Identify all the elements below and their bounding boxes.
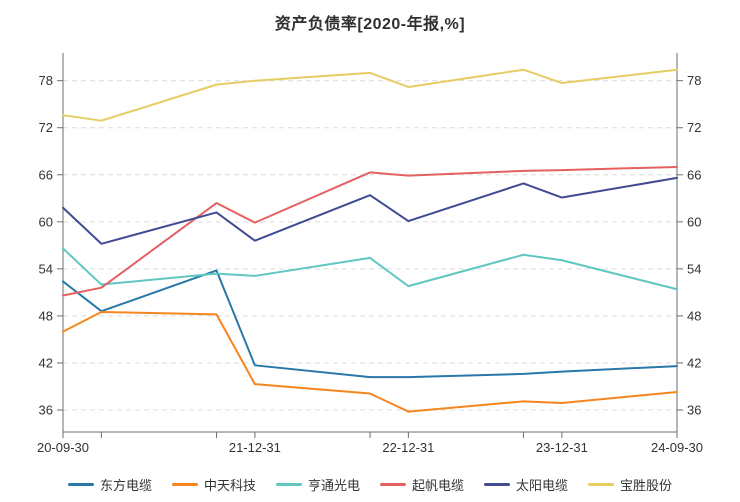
y-tick-label-left: 78	[39, 73, 53, 88]
y-tick-label-left: 48	[39, 308, 53, 323]
y-tick-label-right: 36	[687, 403, 701, 418]
legend-label: 东方电缆	[99, 478, 152, 493]
chart-legend: 东方电缆 中天科技 亨通光电 起帆电缆 太阳电缆 宝胜股份	[0, 475, 740, 494]
legend-swatch-icon	[484, 483, 511, 486]
series-lines	[62, 68, 678, 413]
legend-swatch-icon	[588, 483, 615, 486]
y-tick-label-right: 78	[687, 73, 701, 88]
x-tick-label: 21-12-31	[229, 440, 281, 455]
chart-title: 资产负债率[2020-年报,%]	[274, 16, 466, 33]
legend-item-东方电缆[interactable]: 东方电缆	[67, 475, 152, 494]
y-tick-label-left: 54	[39, 261, 53, 276]
legend-label: 中天科技	[203, 478, 256, 493]
axes	[62, 53, 678, 433]
legend-item-太阳电缆[interactable]: 太阳电缆	[484, 475, 568, 494]
x-tick-label: 20-09-30	[37, 440, 89, 455]
x-tick-label: 22-12-31	[382, 440, 434, 455]
x-tick-label: 23-12-31	[536, 440, 588, 455]
x-tick-label: 24-09-30	[651, 440, 703, 455]
legend-swatch-icon	[67, 483, 94, 486]
y-tick-label-left: 42	[39, 355, 53, 370]
x-axis-labels: 20-09-30 21-12-31 22-12-31 23-12-31 24-09-30	[37, 432, 703, 455]
y-axis-labels: 36 36 42 42 48 48 54 54 60 60 66 66 72 72 78 78	[39, 73, 702, 417]
legend-swatch-icon	[380, 483, 406, 486]
y-tick-label-right: 60	[687, 214, 701, 229]
legend-label: 宝胜股份	[620, 478, 673, 493]
gridlines	[63, 80, 677, 411]
legend-label: 太阳电缆	[516, 478, 569, 493]
series-line-太阳电缆	[62, 176, 678, 245]
y-tick-label-right: 54	[687, 261, 701, 276]
y-tick-label-right: 42	[687, 355, 701, 370]
legend-label: 起帆电缆	[412, 478, 465, 493]
series-line-东方电缆	[62, 269, 678, 379]
y-tick-label-left: 60	[39, 214, 53, 229]
y-tick-label-left: 72	[39, 120, 53, 135]
y-tick-label-left: 66	[39, 167, 53, 182]
series-line-宝胜股份	[62, 68, 678, 122]
series-line-起帆电缆	[62, 165, 678, 297]
legend-item-起帆电缆[interactable]: 起帆电缆	[380, 475, 464, 494]
legend-item-中天科技[interactable]: 中天科技	[171, 475, 256, 494]
y-tick-label-right: 48	[687, 308, 701, 323]
y-tick-label-right: 66	[687, 167, 701, 182]
legend-label: 亨通光电	[307, 478, 360, 493]
legend-item-宝胜股份[interactable]: 宝胜股份	[588, 475, 672, 494]
legend-swatch-icon	[171, 483, 198, 486]
y-tick-label-right: 72	[687, 120, 701, 135]
legend-item-亨通光电[interactable]: 亨通光电	[275, 475, 360, 494]
y-tick-label-left: 36	[39, 403, 53, 418]
legend-swatch-icon	[275, 483, 302, 486]
series-line-中天科技	[62, 310, 678, 413]
series-line-亨通光电	[62, 247, 678, 291]
